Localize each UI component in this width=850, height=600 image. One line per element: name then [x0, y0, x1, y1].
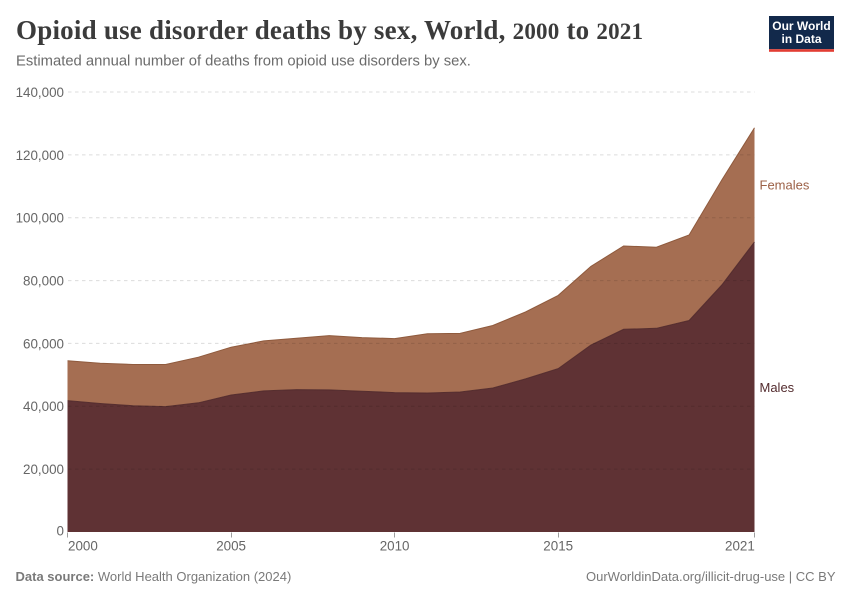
svg-text:120,000: 120,000: [16, 148, 64, 163]
svg-text:Opioid use disorder deaths by: Opioid use disorder deaths by sex, World…: [16, 15, 643, 45]
svg-text:OurWorldinData.org/illicit-dru: OurWorldinData.org/illicit-drug-use | CC…: [586, 569, 836, 584]
svg-text:Estimated annual number of dea: Estimated annual number of deaths from o…: [16, 54, 471, 70]
svg-text:100,000: 100,000: [16, 211, 64, 226]
svg-text:2010: 2010: [380, 538, 410, 553]
svg-text:40,000: 40,000: [23, 399, 64, 414]
svg-text:2015: 2015: [543, 538, 573, 553]
svg-text:Data source: World Health Orga: Data source: World Health Organization (…: [16, 569, 292, 584]
svg-text:Our World: Our World: [772, 19, 830, 33]
svg-text:Males: Males: [760, 380, 795, 395]
svg-text:20,000: 20,000: [23, 462, 64, 477]
svg-text:60,000: 60,000: [23, 336, 64, 351]
svg-text:2005: 2005: [216, 538, 246, 553]
svg-text:2000: 2000: [68, 538, 98, 553]
svg-text:in Data: in Data: [781, 32, 821, 46]
svg-text:0: 0: [57, 523, 64, 538]
svg-text:Females: Females: [760, 178, 810, 193]
svg-text:80,000: 80,000: [23, 274, 64, 289]
svg-text:2021: 2021: [725, 538, 755, 553]
svg-text:140,000: 140,000: [16, 85, 64, 100]
